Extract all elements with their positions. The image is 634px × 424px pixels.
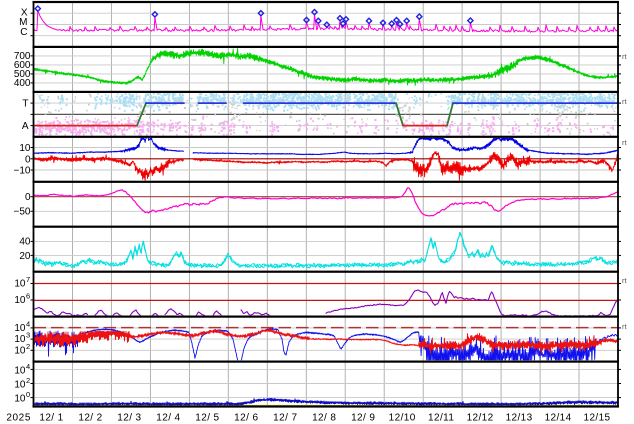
svg-text:20: 20 (19, 251, 31, 262)
svg-text:12/ 9: 12/ 9 (351, 412, 375, 423)
svg-text:12/ 8: 12/ 8 (312, 412, 336, 423)
svg-text:4: 4 (26, 319, 30, 328)
svg-text:4: 4 (26, 362, 30, 371)
svg-text:−10: −10 (14, 166, 31, 177)
svg-text:10: 10 (14, 334, 26, 345)
svg-text:3: 3 (26, 331, 30, 340)
svg-text:12/15: 12/15 (583, 412, 610, 423)
svg-text:2025: 2025 (6, 412, 31, 423)
svg-text:10: 10 (14, 323, 26, 334)
svg-text:12/11: 12/11 (428, 412, 454, 423)
svg-text:600: 600 (14, 60, 31, 71)
svg-text:12/ 1: 12/ 1 (39, 412, 63, 423)
svg-text:12/12: 12/12 (467, 412, 494, 423)
svg-text:12/13: 12/13 (506, 412, 533, 423)
svg-text:rt: rt (622, 138, 627, 147)
svg-text:M: M (19, 17, 27, 28)
svg-text:rt: rt (622, 52, 627, 61)
svg-text:rt: rt (622, 97, 627, 106)
svg-text:0: 0 (25, 154, 31, 165)
svg-text:−50: −50 (14, 207, 31, 218)
svg-text:10: 10 (14, 380, 26, 391)
svg-text:400: 400 (14, 78, 31, 89)
svg-text:rt: rt (622, 276, 627, 285)
svg-text:10: 10 (14, 394, 26, 405)
svg-text:12/ 3: 12/ 3 (117, 412, 141, 423)
svg-text:500: 500 (14, 69, 31, 80)
svg-text:12/ 5: 12/ 5 (195, 412, 219, 423)
svg-text:40: 40 (19, 237, 31, 248)
svg-text:6: 6 (26, 291, 30, 300)
svg-text:X: X (21, 7, 28, 18)
svg-text:2: 2 (26, 342, 30, 351)
svg-text:rt: rt (622, 322, 627, 331)
svg-text:0: 0 (25, 192, 31, 203)
svg-text:0: 0 (26, 390, 30, 399)
svg-text:7: 7 (26, 275, 30, 284)
svg-text:10: 10 (14, 278, 26, 289)
svg-text:12/10: 12/10 (389, 412, 416, 423)
svg-text:10: 10 (14, 365, 26, 376)
svg-text:T: T (22, 99, 28, 110)
svg-text:C: C (20, 27, 27, 38)
svg-text:10: 10 (14, 345, 26, 356)
svg-text:10: 10 (19, 143, 31, 154)
svg-text:12/ 6: 12/ 6 (234, 412, 258, 423)
svg-text:12/ 4: 12/ 4 (156, 412, 180, 423)
svg-text:700: 700 (14, 51, 31, 62)
svg-text:12/14: 12/14 (545, 412, 572, 423)
svg-text:A: A (22, 121, 29, 132)
svg-text:10: 10 (14, 295, 26, 306)
svg-text:12/ 7: 12/ 7 (273, 412, 297, 423)
svg-text:12/ 2: 12/ 2 (78, 412, 102, 423)
svg-text:2: 2 (26, 376, 30, 385)
